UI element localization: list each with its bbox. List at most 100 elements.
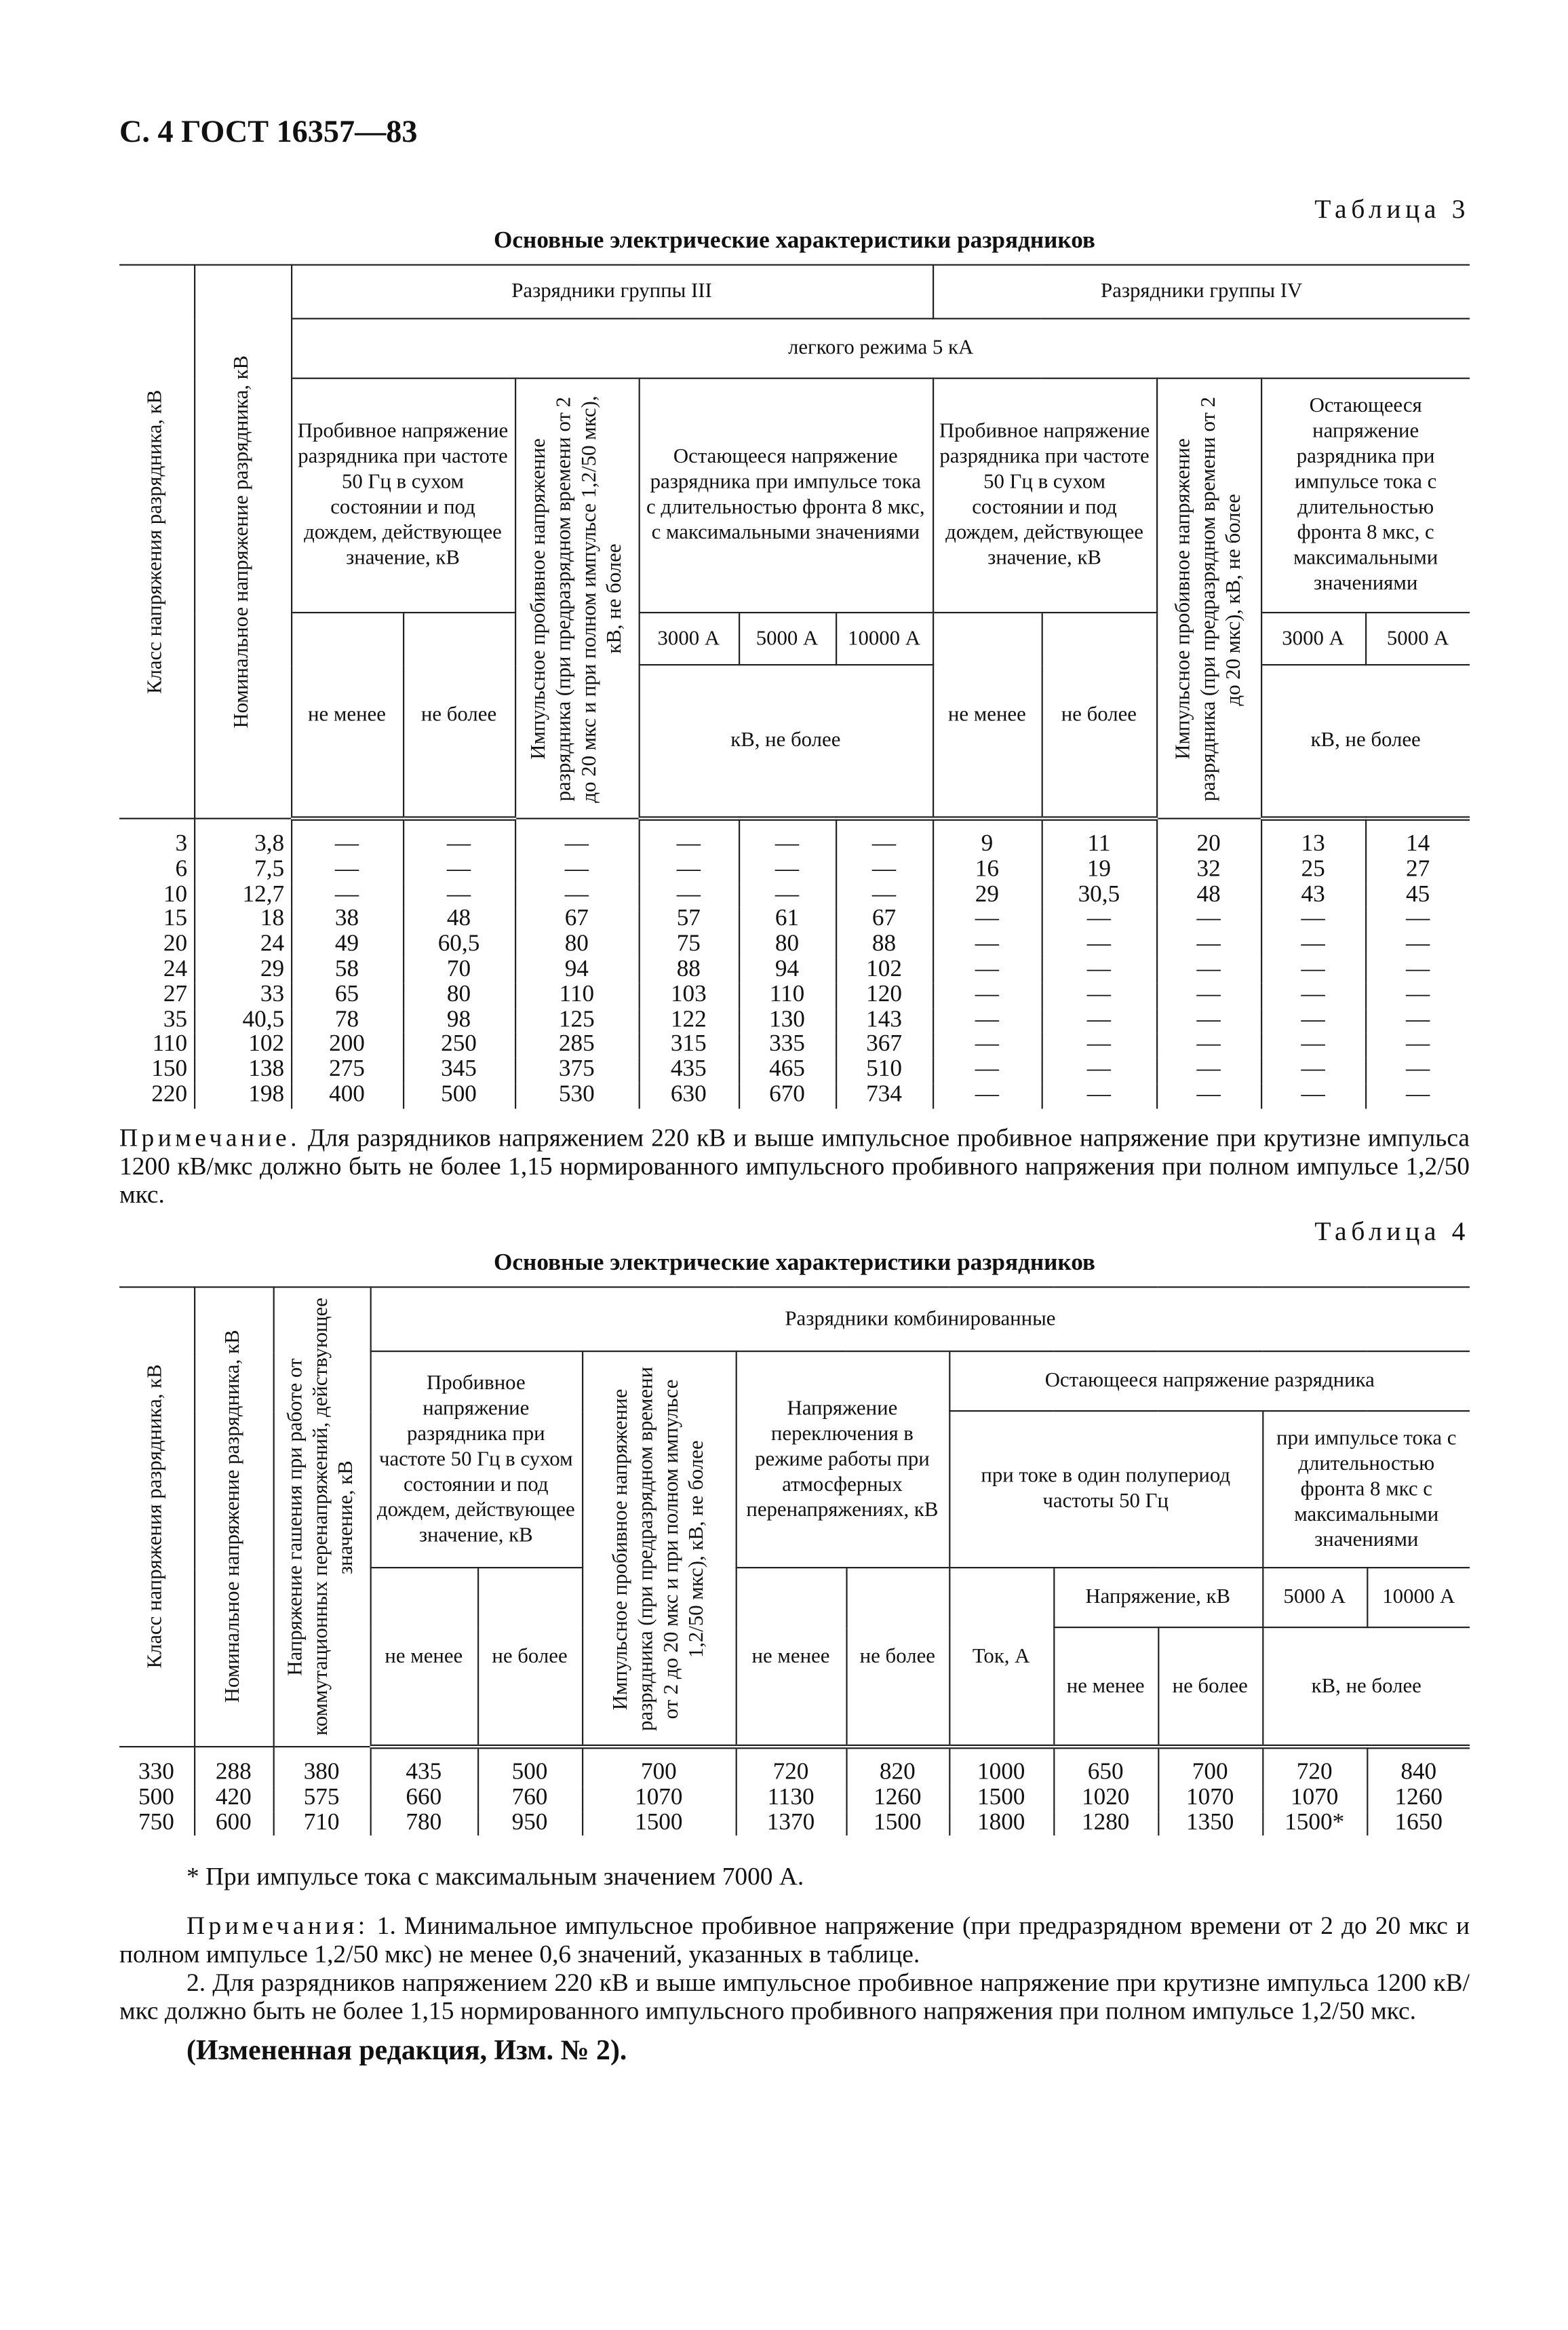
table-cell: 88: [638, 957, 739, 984]
layout: Класс напряжения разрядника, кВ Номиналь…: [119, 1286, 1470, 1749]
table-row: 220 198 400 500 530 630 670 734— — — — —: [119, 1082, 1470, 1109]
table-cell: —: [638, 818, 739, 858]
layout: Пробивное напряжение разрядника при част…: [119, 377, 1470, 819]
table-cell: 43: [1259, 882, 1366, 908]
table-cell: —: [1040, 957, 1157, 984]
table-cell: —: [1259, 982, 1366, 1009]
table-cell: —: [1259, 1007, 1366, 1034]
table-cell: 27: [163, 982, 188, 1007]
table-cell: 400: [290, 1082, 403, 1109]
table-cell: 315: [638, 1032, 739, 1059]
table-cell: —: [1040, 1057, 1157, 1084]
table-row: 20 24 49 60,5 80 75 80 88— — — — —: [119, 932, 1470, 958]
table-cell: —: [1364, 907, 1470, 933]
table-cell: —: [1040, 932, 1157, 958]
table-cell: 102: [834, 957, 933, 984]
table-cell: 78: [290, 1007, 403, 1034]
table-cell: —: [638, 882, 739, 908]
table-cell: 1260: [845, 1785, 949, 1811]
header-cell: 10000 А: [834, 612, 934, 666]
header-cell: Класс напряжения разрядника, кВ: [144, 1365, 168, 1669]
table-cell: 720: [734, 1747, 846, 1786]
table-cell: 1800: [948, 1810, 1054, 1836]
table-cell: —: [931, 1082, 1042, 1109]
note: Примечание. Для разрядников напряжением …: [119, 1123, 1470, 1208]
table-cell: 13: [1259, 818, 1366, 858]
header-cell: Класс напряжения разрядника, кВ: [119, 264, 195, 819]
footnote: * При импульсе тока с максимальным значе…: [187, 1863, 804, 1892]
table-cell: 29: [193, 957, 291, 984]
table-cell: 130: [737, 1007, 836, 1034]
header-cell: 5000 А: [1261, 1567, 1368, 1629]
note: 2. Для разрядников напряжением 220 кВ и …: [119, 1968, 1470, 2026]
table-cell: 1000: [948, 1747, 1054, 1786]
table-cell: —: [290, 882, 403, 908]
header-cell: Номинальное напряжение разрядника, кВ: [231, 355, 254, 729]
table-cell: 734: [834, 1082, 933, 1109]
table-cell: 3: [175, 830, 188, 856]
layout: не менее не более не менее не более Ток,…: [119, 1567, 1470, 1749]
note-label: Примечания:: [187, 1912, 369, 1941]
table-cell: —: [737, 882, 836, 908]
table-body: 3 3,8— — — — — —9 11 20 13 14 6 7,5— — — — — —16 19 32 25 27 1…: [119, 818, 1470, 1109]
header-cell: при импульсе тока с длительностью фронта…: [1261, 1410, 1470, 1569]
header-cell: Напряжение, кВ: [1053, 1567, 1263, 1629]
table-cell: 67: [834, 907, 933, 933]
header-cell: Номинальное напряжение разрядника, кВ: [222, 1330, 245, 1704]
table-cell: 38: [290, 907, 403, 933]
table-cell: 12,7: [193, 882, 291, 908]
table-cell: —: [737, 818, 836, 858]
table-cell: 98: [401, 1007, 515, 1034]
table-cell: 110: [152, 1032, 188, 1057]
table-cell: —: [401, 818, 515, 858]
layout: не менее не более кВ, не более: [119, 1627, 1470, 1749]
table-cell: 29: [931, 882, 1042, 908]
table-cell: 840: [1366, 1747, 1470, 1786]
table-cell: —: [401, 857, 515, 883]
table-cell: 720: [1261, 1747, 1367, 1786]
table-cell: —: [1155, 957, 1261, 984]
table-cell: 375: [513, 1057, 639, 1084]
table-title: Основные электрические характеристики ра…: [494, 228, 1095, 254]
table-cell: 150: [151, 1056, 188, 1083]
table-cell: 330: [138, 1758, 174, 1785]
header-cell: кВ, не более: [1261, 1627, 1470, 1749]
table-cell: 435: [369, 1747, 477, 1786]
header-cell: не более: [845, 1567, 950, 1749]
table-cell: 1500: [845, 1810, 949, 1836]
table-cell: 510: [834, 1057, 933, 1084]
table-cell: —: [1040, 1082, 1157, 1109]
header-cell: 5000 А: [1364, 612, 1470, 666]
note-text: 1. Минимальное импульсное пробивное напр…: [119, 1912, 1470, 1969]
header-cell: не менее: [931, 612, 1042, 821]
table-cell: 1260: [1366, 1785, 1470, 1811]
table-cell: 1350: [1157, 1810, 1263, 1836]
table-cell: 94: [513, 957, 639, 984]
table-cell: 20: [1155, 818, 1261, 858]
table-cell: —: [1155, 932, 1261, 958]
table-cell: 367: [834, 1032, 933, 1059]
table-cell: 48: [1155, 882, 1261, 908]
table-cell: 75: [638, 932, 739, 958]
table-cell: 345: [401, 1057, 515, 1084]
table-cell: 15: [163, 906, 188, 932]
table-row: 35 40,5 78 98 125 122 130 143— — — — —: [119, 1007, 1470, 1034]
table-cell: 700: [1157, 1747, 1263, 1786]
header-cell: Импульсное пробивное напряжение разрядни…: [1155, 377, 1262, 819]
table-cell: 80: [737, 932, 836, 958]
table-cell: —: [290, 818, 403, 858]
table-row: 110 102 200 250 285 315 335 367— — — — —: [119, 1032, 1470, 1059]
table-cell: 1130: [734, 1785, 846, 1811]
table-cell: 138: [193, 1057, 291, 1084]
table-cell: 465: [737, 1057, 836, 1084]
note-label: Примечание.: [119, 1123, 300, 1152]
table-row: 3 3,8— — — — — —9 11 20 13 14: [119, 818, 1470, 858]
table-cell: 1370: [734, 1810, 846, 1836]
table-cell: 48: [401, 907, 515, 933]
header-cell: Номинальное напряжение разрядника, кВ: [193, 1286, 274, 1748]
table-title: Основные электрические характеристики ра…: [494, 1250, 1095, 1276]
table-cell: 1070: [1157, 1785, 1263, 1811]
layout: Класс напряжения разрядника, кВ Номиналь…: [119, 264, 1470, 821]
header-cell: Импульсное пробивное напряжение разрядни…: [513, 377, 640, 819]
header-cell: не менее: [369, 1567, 479, 1749]
